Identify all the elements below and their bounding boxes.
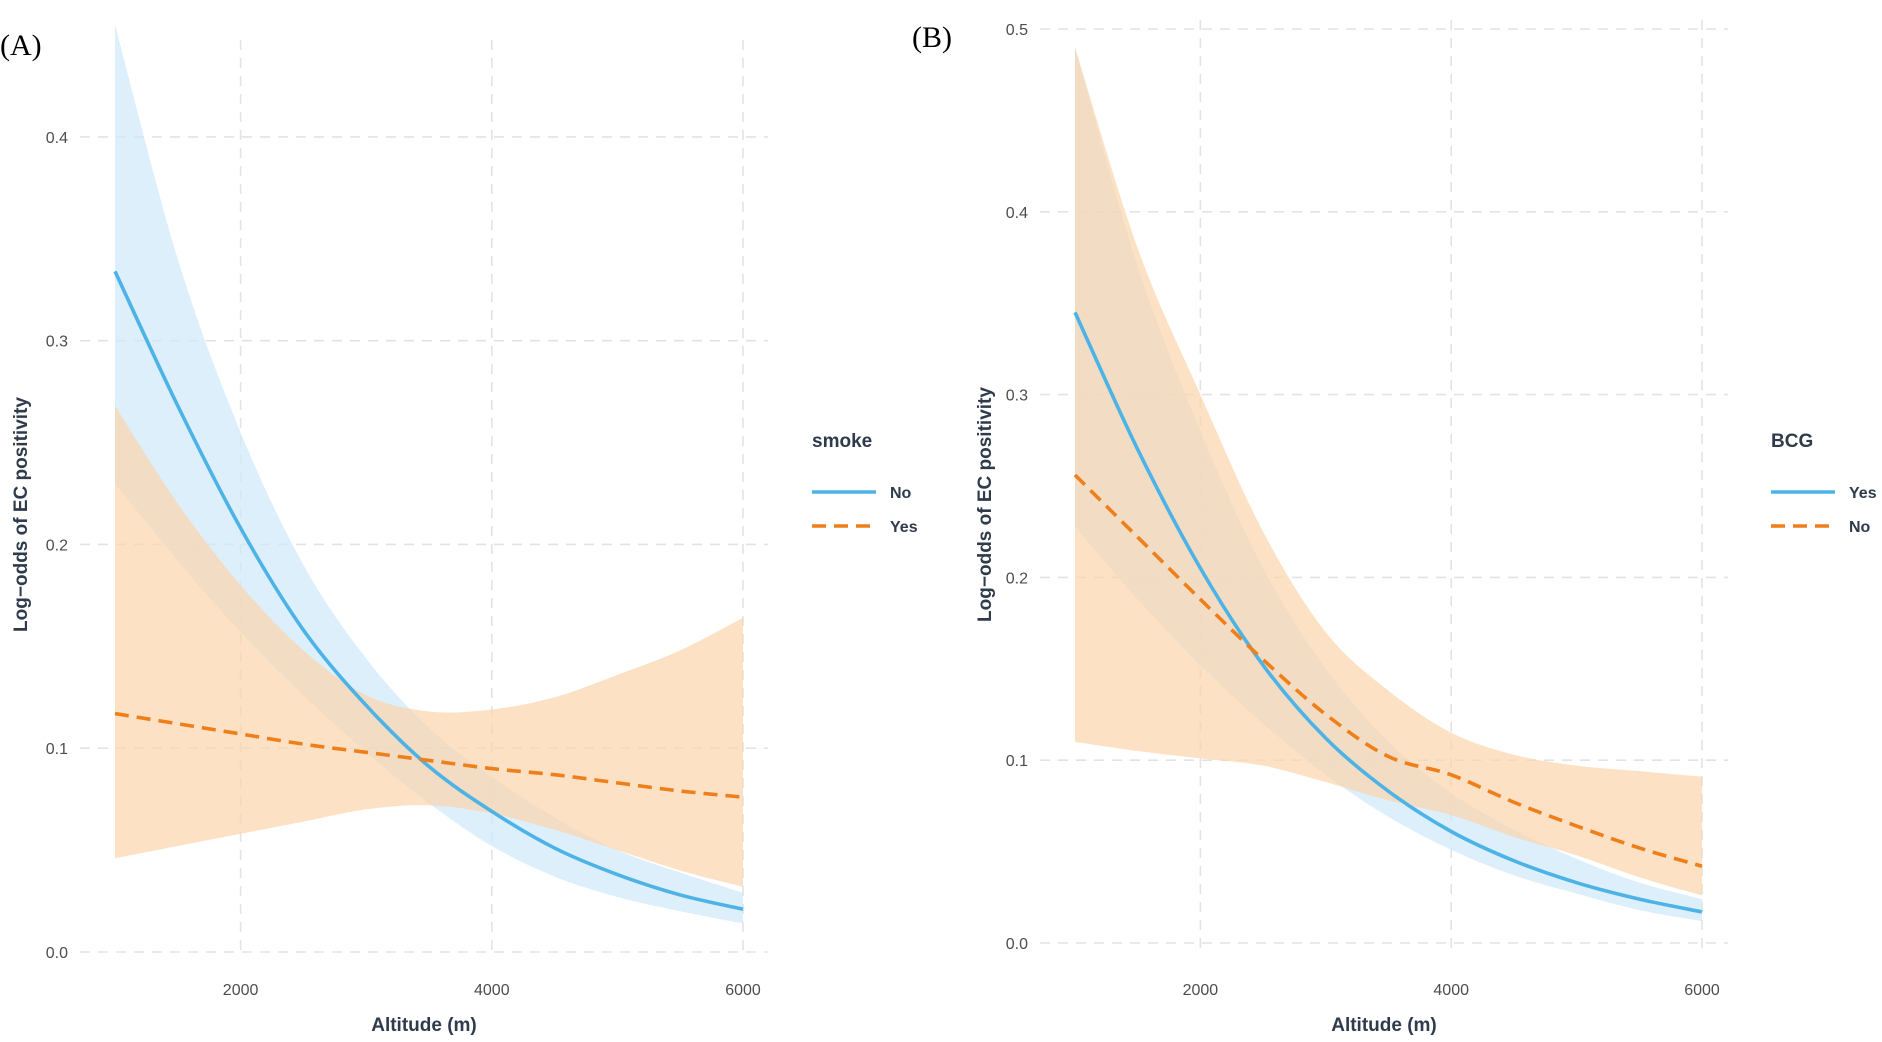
x-tick-label: 4000	[474, 982, 510, 999]
x-axis-title: Altitude (m)	[371, 1015, 477, 1036]
legend-label-no: No	[890, 485, 912, 502]
panel-b: (B) 0.0 0.1 0.2 0.3 0.4 0.5 2000 4000 6000 Altitud…	[912, 20, 1877, 1036]
y-tick-label: 0.2	[1006, 570, 1028, 587]
series-line-yes	[1073, 311, 1703, 914]
legend-title: smoke	[812, 431, 872, 452]
y-tick-label: 0.4	[1006, 205, 1028, 222]
series-line-no	[113, 270, 744, 911]
legend-title: BCG	[1771, 431, 1813, 452]
x-tick-label: 2000	[1183, 982, 1219, 999]
y-tick-label: 0.3	[46, 334, 68, 351]
y-tick-label: 0.0	[1006, 936, 1028, 953]
y-tick-label: 0.0	[46, 945, 68, 962]
confidence-band-no	[1075, 47, 1702, 896]
y-tick-label: 0.5	[1006, 22, 1028, 39]
panel-a: (A) 0.0 0.1 0.2 0.3 0.4 2000 4000 6000 Altitude (…	[0, 24, 918, 1036]
legend-label-yes: Yes	[1849, 485, 1877, 502]
x-tick-label: 4000	[1433, 982, 1469, 999]
confidence-band-yes	[115, 405, 743, 887]
y-axis-title: Log−odds of EC positivity	[975, 387, 996, 622]
x-tick-label: 6000	[1684, 982, 1720, 999]
y-tick-label: 0.3	[1006, 388, 1028, 405]
legend-label-yes: Yes	[890, 519, 918, 536]
legend: smoke No Yes	[812, 431, 918, 536]
series-line-no	[1073, 473, 1703, 868]
y-axis-title: Log−odds of EC positivity	[11, 397, 32, 632]
y-tick-label: 0.4	[46, 130, 68, 147]
series-line-yes	[114, 711, 744, 799]
x-tick-label: 6000	[725, 982, 761, 999]
legend-label-no: No	[1849, 519, 1871, 536]
legend: BCG Yes No	[1771, 431, 1877, 536]
panel-label: (B)	[912, 21, 952, 54]
y-tick-label: 0.1	[46, 741, 68, 758]
y-tick-label: 0.1	[1006, 753, 1028, 770]
x-tick-label: 2000	[223, 982, 259, 999]
x-axis-title: Altitude (m)	[1331, 1015, 1437, 1036]
y-tick-label: 0.2	[46, 537, 68, 554]
panel-label: (A)	[0, 29, 42, 62]
